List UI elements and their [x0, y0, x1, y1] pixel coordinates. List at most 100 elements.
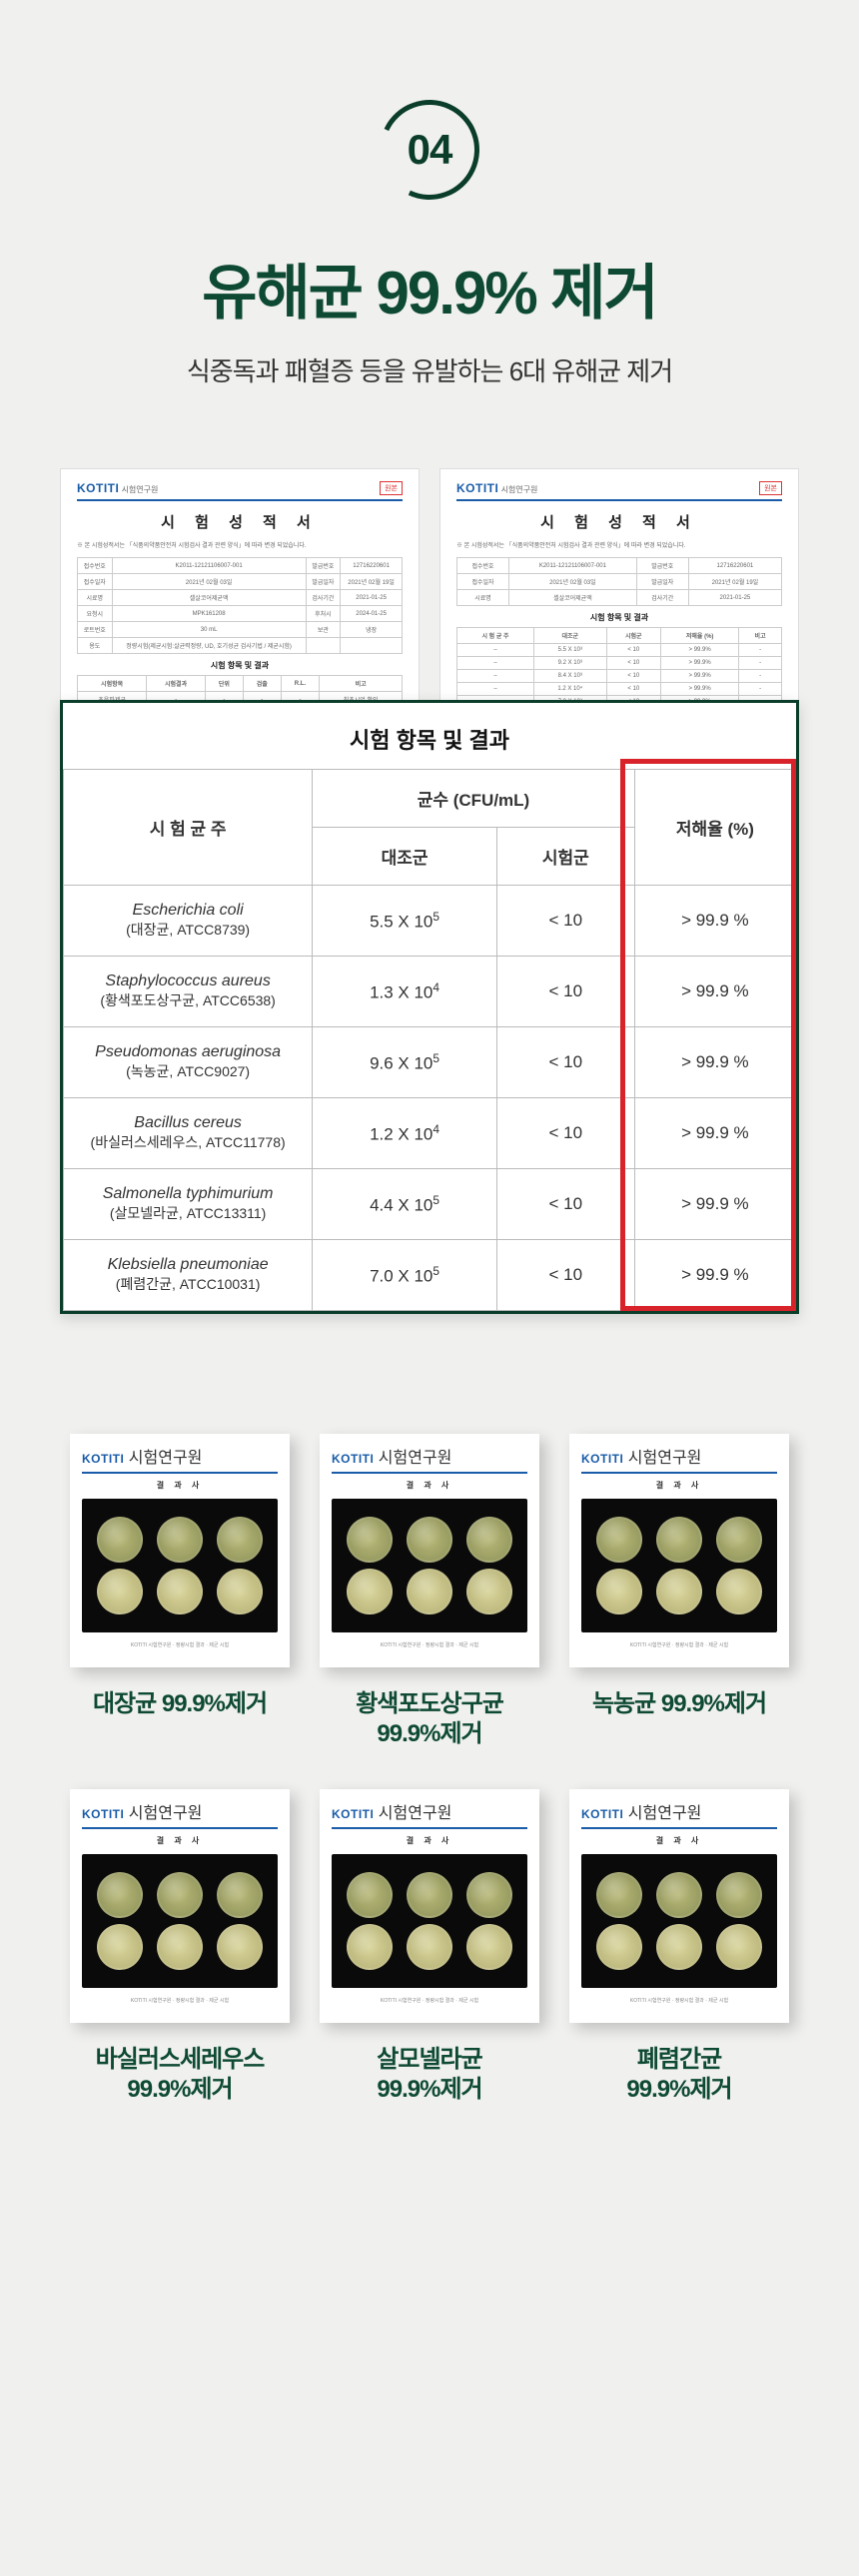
dish-card-title: 결 과 사 [581, 1480, 777, 1491]
cert-logo: KOTITI [581, 1807, 623, 1821]
cert-cell: 접수일자 [78, 574, 113, 590]
strain-ko: (폐렴간균, ATCC10031) [74, 1274, 302, 1294]
cert-logo: KOTITI [332, 1452, 374, 1466]
cert-cell: – [457, 683, 534, 696]
dish-photo [82, 1854, 278, 1988]
cert-right-result-table: 시 험 균 주대조군시험군저해율 (%)비고–5.5 X 10³< 10> 99… [456, 627, 782, 709]
cert-cell: 발급일자 [636, 574, 688, 590]
page-title: 유해균 99.9% 제거 [40, 245, 819, 331]
cert-stamp: 원본 [380, 481, 403, 495]
cert-cell: 12716220601 [688, 558, 781, 574]
cert-cell: - [739, 657, 782, 670]
cert-cell: 정량시험(제균시험:살균력정량, UD, 호기성균 검사기법 / 제균시험) [112, 638, 306, 654]
petri-dish-icon [466, 1569, 512, 1614]
cert-header-cell: 비고 [739, 628, 782, 644]
petri-dish-icon [716, 1569, 762, 1614]
cert-right-section: 시험 항목 및 결과 [456, 612, 782, 623]
dish-photo [581, 1499, 777, 1632]
petri-dish-icon [407, 1872, 452, 1918]
test-value: < 10 [496, 1169, 634, 1240]
rate-value: > 99.9 % [634, 1027, 795, 1098]
dish-card-title: 결 과 사 [581, 1835, 777, 1846]
test-value: < 10 [496, 1027, 634, 1098]
petri-dish-icon [407, 1517, 452, 1563]
cert-cell: 2021년 02월 03일 [112, 574, 306, 590]
petri-dish-icon [347, 1924, 393, 1970]
strain-en: Staphylococcus aureus [74, 972, 302, 990]
dish-card-footer: KOTITI 시험연구원 · 정량시험 결과 · 제균 시험 [332, 1998, 527, 2005]
dish-card-footer: KOTITI 시험연구원 · 정량시험 결과 · 제균 시험 [581, 1998, 777, 2005]
col-strain: 시 험 균 주 [64, 770, 313, 886]
cert-header-cell: 시험항목 [78, 676, 147, 692]
test-value: < 10 [496, 886, 634, 957]
control-value: 5.5 X 105 [313, 886, 497, 957]
cert-logo-sub: 시험연구원 [129, 1450, 203, 1467]
cert-cell: 셀살코어제균액 [112, 590, 306, 606]
cert-cell: 8.4 X 10³ [534, 670, 606, 683]
cert-cell: 5.5 X 10³ [534, 644, 606, 657]
cert-header-cell: 대조군 [534, 628, 606, 644]
cert-cell: 접수번호 [78, 558, 113, 574]
petri-dish-icon [466, 1517, 512, 1563]
petri-dish-icon [466, 1924, 512, 1970]
main-result-table: 시 험 균 주 균수 (CFU/mL) 저해율 (%) 대조군 시험군 Esch… [63, 769, 796, 1311]
dish-label: 바실러스세레우스99.9%제거 [70, 2045, 290, 2105]
cert-logo: KOTITI [581, 1452, 623, 1466]
cert-cell: 2021년 02월 19일 [341, 574, 403, 590]
cert-cell: - [739, 683, 782, 696]
dish-photo [82, 1499, 278, 1632]
cert-note: ※ 본 시험성적서는 「식품의약품안전처 시험검사 결과 관련 양식」에 따라 … [77, 540, 403, 549]
cert-logo-sub: 시험연구원 [129, 1805, 203, 1822]
badge-number: 04 [380, 100, 479, 200]
control-value: 1.3 X 104 [313, 957, 497, 1027]
cert-cell: 9.2 X 10³ [534, 657, 606, 670]
cert-header-cell: R.L. [281, 676, 319, 692]
cert-right-meta-table: 접수번호K2011-12121106007-001발급번호12716220601… [456, 557, 782, 606]
dish-item: KOTITI 시험연구원 결 과 사 KOTITI 시험연구원 · 정량시험 결… [320, 1434, 539, 1749]
dish-card: KOTITI 시험연구원 결 과 사 KOTITI 시험연구원 · 정량시험 결… [320, 1434, 539, 1667]
petri-dish-icon [347, 1872, 393, 1918]
table-row: Klebsiella pneumoniae(폐렴간균, ATCC10031)7.… [64, 1240, 796, 1311]
rate-value: > 99.9 % [634, 886, 795, 957]
cert-cell: 셀살코어제균액 [509, 590, 637, 606]
cert-logo-sub: 시험연구원 [122, 485, 159, 494]
cert-cell: 2021년 02월 19일 [688, 574, 781, 590]
table-row: Salmonella typhimurium(살모넬라균, ATCC13311)… [64, 1169, 796, 1240]
cert-cell: 1.2 X 10⁴ [534, 683, 606, 696]
cert-logo: KOTITI [82, 1452, 124, 1466]
petri-dish-icon [97, 1924, 143, 1970]
cert-header-cell: 시험군 [606, 628, 661, 644]
strain-ko: (바실러스세레우스, ATCC11778) [74, 1132, 302, 1152]
cert-logo: KOTITI [82, 1807, 124, 1821]
dish-card-title: 결 과 사 [332, 1480, 527, 1491]
dish-label: 녹농균 99.9%제거 [569, 1689, 789, 1719]
dish-card: KOTITI 시험연구원 결 과 사 KOTITI 시험연구원 · 정량시험 결… [70, 1434, 290, 1667]
control-value: 4.4 X 105 [313, 1169, 497, 1240]
table-row: Staphylococcus aureus(황색포도상구균, ATCC6538)… [64, 957, 796, 1027]
cert-cell: < 10 [606, 670, 661, 683]
rate-value: > 99.9 % [634, 1098, 795, 1169]
dish-label: 황색포도상구균99.9%제거 [320, 1689, 539, 1749]
col-rate: 저해율 (%) [634, 770, 795, 886]
cert-cell: 접수번호 [457, 558, 509, 574]
dish-photo [332, 1499, 527, 1632]
cert-cell: 12716220601 [341, 558, 403, 574]
table-row: Escherichia coli(대장균, ATCC8739) 5.5 X 105… [64, 886, 796, 957]
cert-cell: > 99.9% [661, 657, 739, 670]
cert-title: 시 험 성 적 서 [77, 511, 403, 532]
petri-dish-icon [157, 1517, 203, 1563]
cert-logo: KOTITI [77, 481, 119, 495]
petri-dish-icon [716, 1924, 762, 1970]
dish-item: KOTITI 시험연구원 결 과 사 KOTITI 시험연구원 · 정량시험 결… [569, 1434, 789, 1749]
cert-cell: 검사기간 [306, 590, 341, 606]
strain-en: Escherichia coli [74, 902, 302, 920]
cert-cell: 발급번호 [306, 558, 341, 574]
petri-dish-icon [217, 1924, 263, 1970]
petri-dish-icon [407, 1569, 452, 1614]
strain-ko: (대장균, ATCC8739) [74, 920, 302, 940]
rate-value: > 99.9 % [634, 1240, 795, 1311]
cert-cell: K2011-12121106007-001 [509, 558, 637, 574]
test-value: < 10 [496, 1098, 634, 1169]
cert-header-cell: 저해율 (%) [661, 628, 739, 644]
cert-cell: 시료명 [78, 590, 113, 606]
